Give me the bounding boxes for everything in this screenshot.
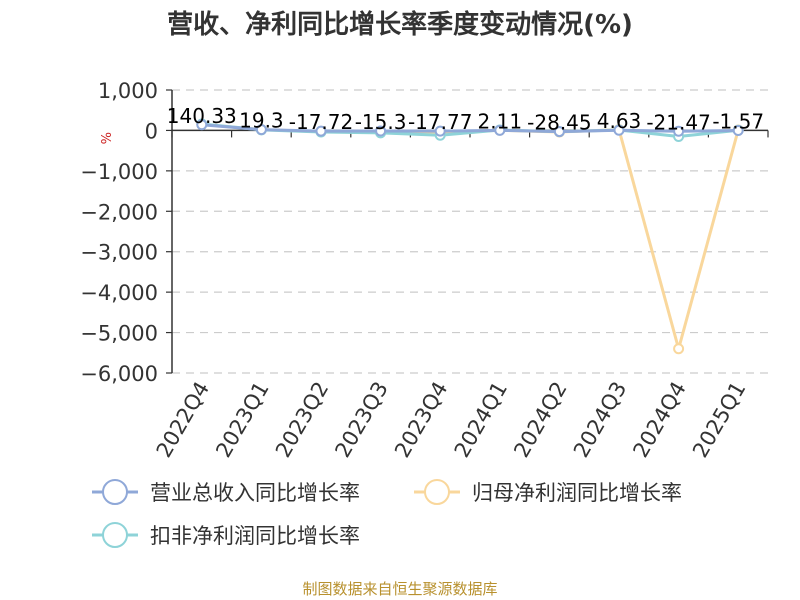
y-tick-label: −2,000 (80, 200, 158, 224)
series-lines (196, 118, 744, 355)
y-tick-labels: 1,000 0 −1,000 −2,000 −3,000 −4,000 −5,000 −6,0… (80, 79, 158, 386)
series-line (201, 122, 740, 351)
data-point (494, 124, 506, 136)
y-tick-label: 1,000 (98, 79, 158, 103)
data-label: -1.57 (712, 109, 764, 133)
data-label: 19.3 (239, 109, 284, 133)
y-tick-label: −4,000 (80, 281, 158, 305)
x-tick-labels: 2022Q42023Q12023Q22023Q32023Q42024Q12024… (152, 378, 751, 462)
x-tick-label: 2025Q1 (688, 378, 750, 462)
x-tick-label: 2022Q4 (152, 378, 214, 462)
data-labels: 140.33 19.3 -17.72 -15.3 -17.77 2.11 -28.45 4.6… (167, 104, 764, 135)
legend-marker (102, 522, 128, 548)
chart-title: 营收、净利同比增长率季度变动情况(%) (167, 10, 633, 40)
series-line (201, 123, 739, 134)
legend-marker (102, 479, 128, 505)
data-label: -28.45 (527, 111, 591, 135)
x-tick-label: 2023Q4 (390, 378, 452, 462)
data-label: -17.72 (289, 110, 353, 134)
data-label: 2.11 (478, 109, 523, 133)
data-point (673, 125, 685, 137)
data-point (315, 125, 327, 137)
legend-label: 扣非净利润同比增长率 (150, 524, 360, 548)
legend-marker (424, 479, 450, 505)
y-tick-label: 0 (145, 119, 158, 143)
data-label: 140.33 (167, 104, 237, 128)
data-label: 4.63 (597, 109, 642, 133)
unit-label: % (97, 132, 112, 144)
data-point (553, 126, 565, 138)
legend-label: 营业总收入同比增长率 (150, 481, 360, 505)
data-label: -15.3 (355, 110, 407, 134)
data-label: -17.77 (408, 110, 472, 134)
x-tick-label: 2024Q3 (569, 378, 631, 462)
data-point (673, 343, 685, 355)
x-tick-label: 2023Q3 (330, 378, 392, 462)
data-point (434, 125, 446, 137)
x-tick-label: 2024Q2 (509, 378, 571, 462)
x-tick-label: 2024Q4 (628, 378, 690, 462)
y-tick-label: −5,000 (80, 322, 158, 346)
y-tick-label: −1,000 (80, 160, 158, 184)
data-point (375, 125, 387, 137)
data-point (196, 119, 208, 131)
legend-item: 营业总收入同比增长率 (92, 479, 360, 505)
legend-item: 归母净利润同比增长率 (414, 479, 682, 505)
data-point (255, 124, 267, 136)
x-tick-label: 2023Q1 (211, 378, 273, 462)
source-footer: 制图数据来自恒生聚源数据库 (302, 580, 498, 598)
data-label: -21.47 (646, 110, 710, 134)
x-tick-label: 2024Q1 (450, 378, 512, 462)
data-point (613, 124, 625, 136)
grid-lines (172, 89, 768, 374)
x-tick-label: 2023Q2 (271, 378, 333, 462)
data-point (732, 124, 744, 136)
legend-label: 归母净利润同比增长率 (472, 481, 682, 505)
y-tick-label: −3,000 (80, 241, 158, 265)
legend-item: 扣非净利润同比增长率 (92, 522, 360, 548)
y-tick-label: −6,000 (80, 362, 158, 386)
